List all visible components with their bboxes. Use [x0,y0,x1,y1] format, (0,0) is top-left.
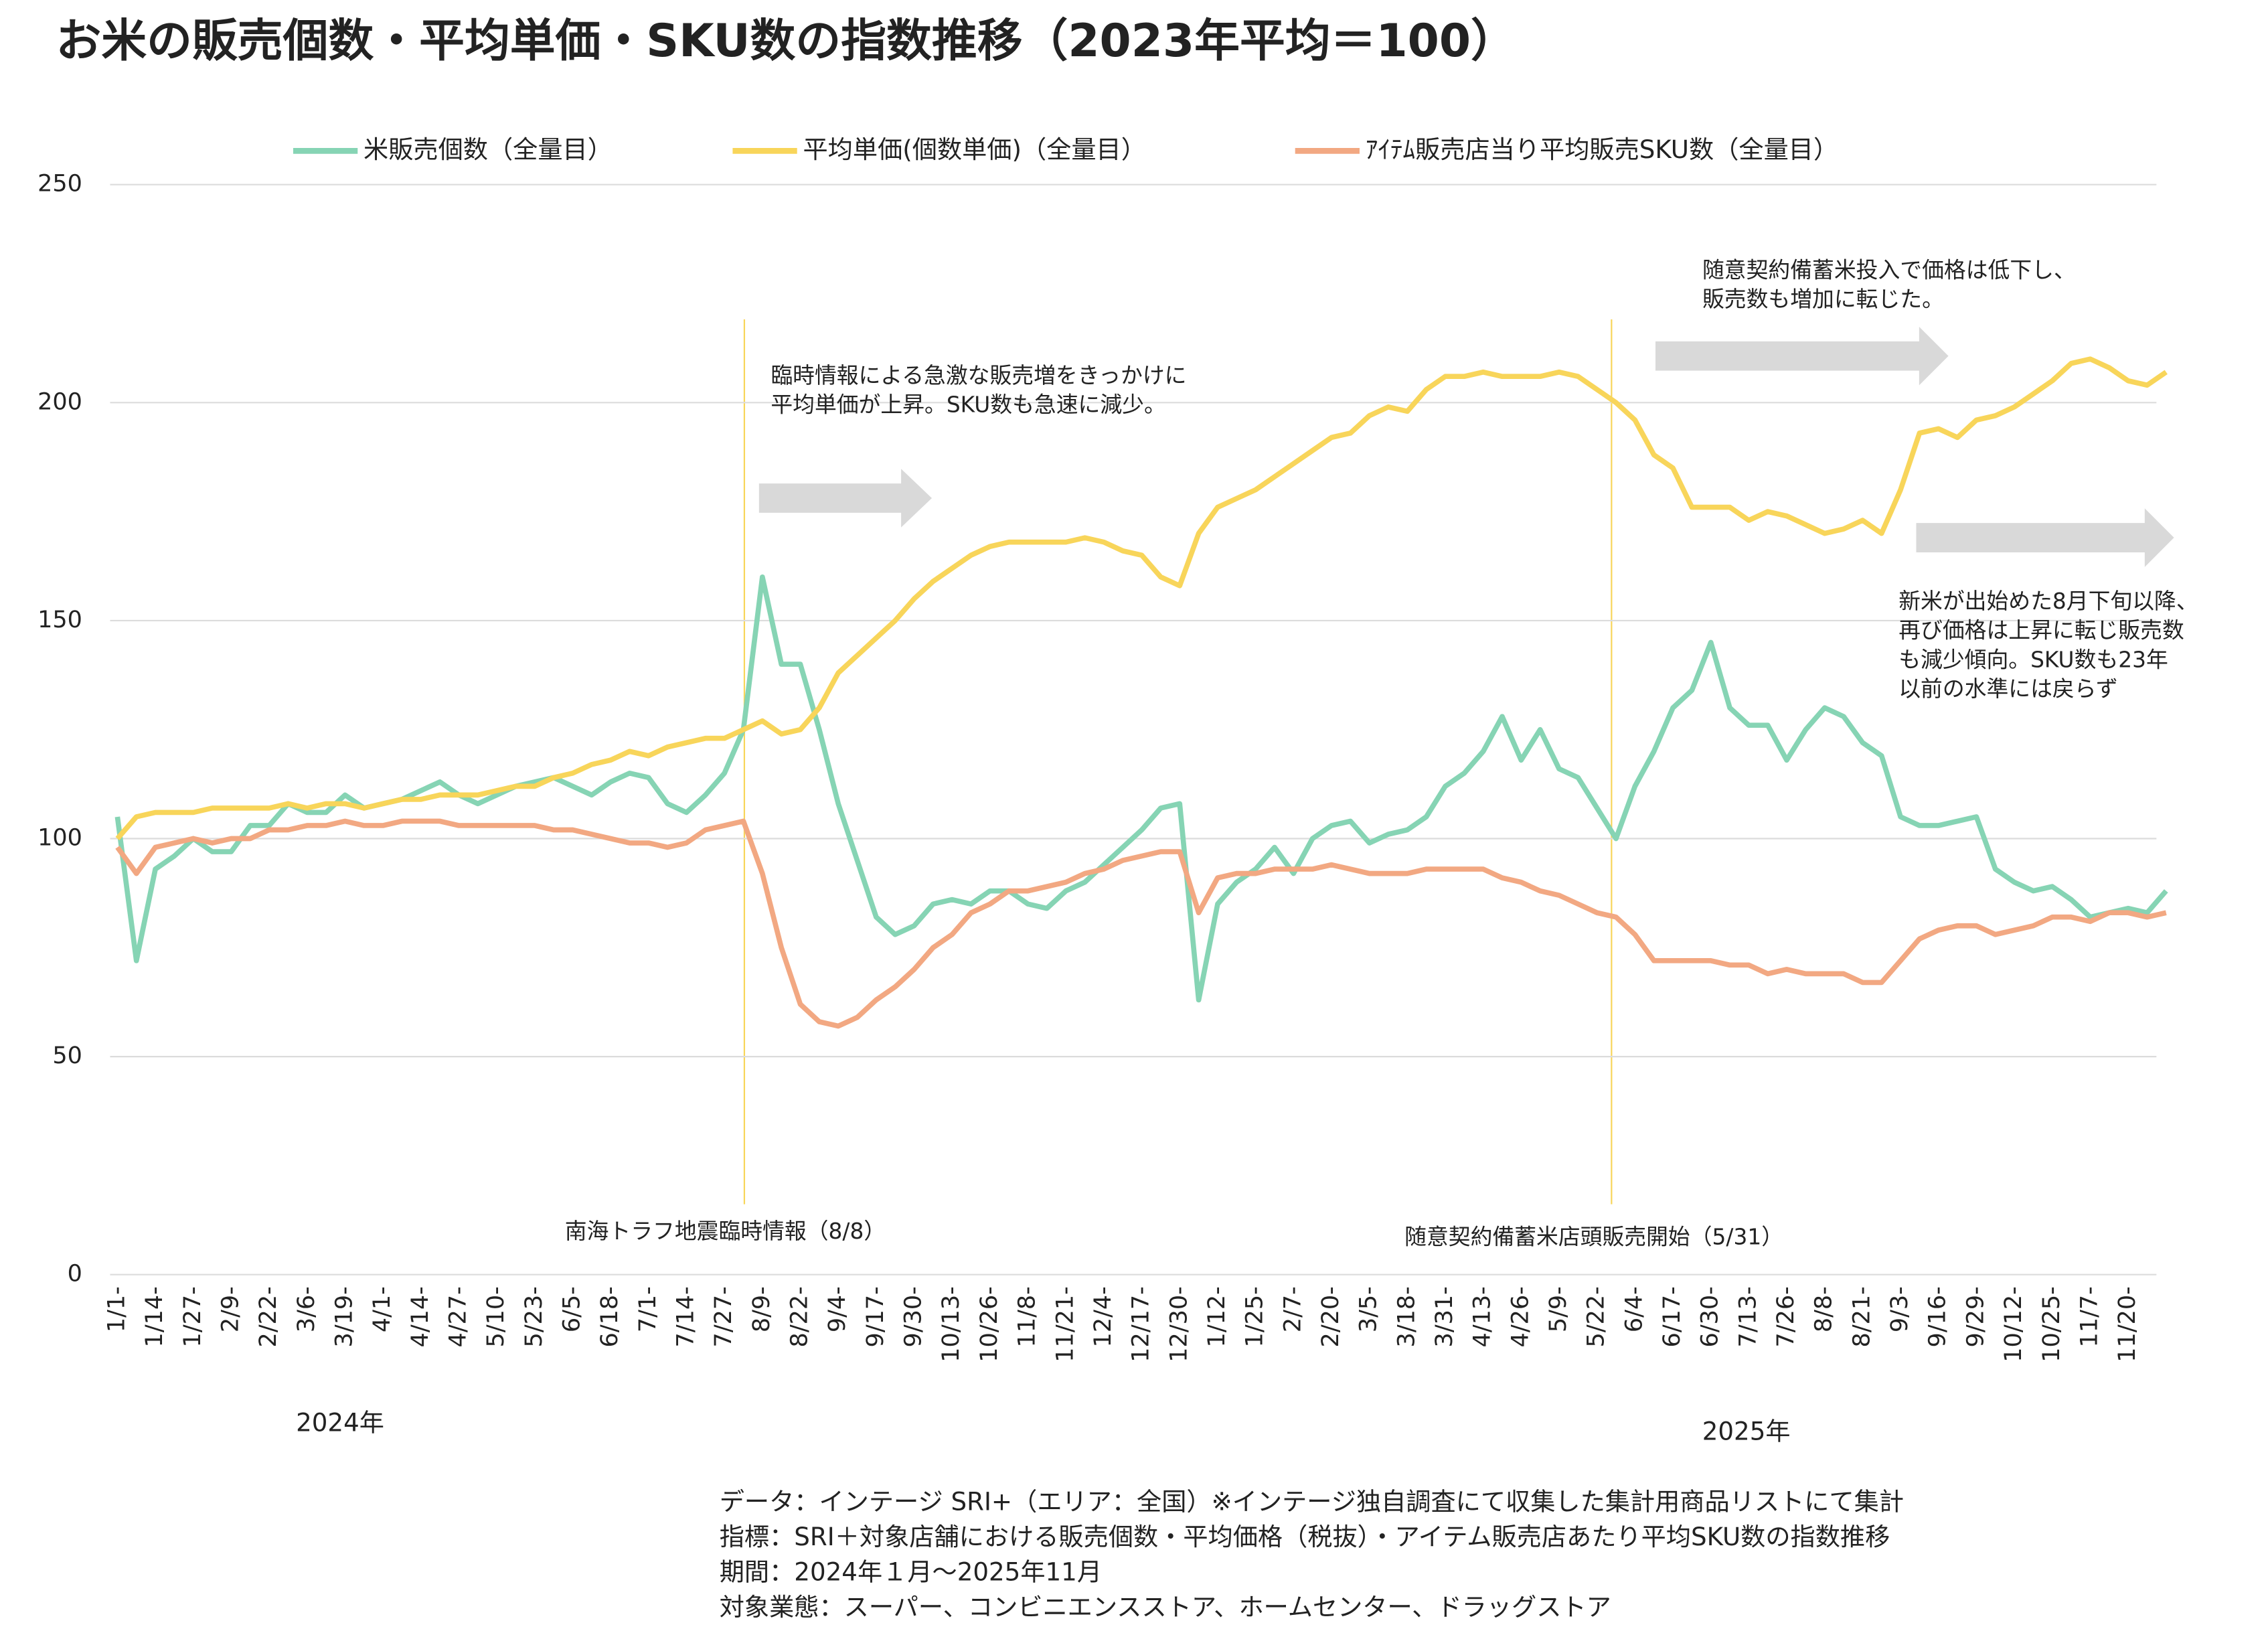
y-tick-label: 250 [37,171,82,198]
y-tick-label: 0 [68,1261,82,1288]
footnote: 期間：2024年１月～2025年11月 [720,1557,1102,1587]
x-tick-label: 8/21- [1848,1286,1875,1347]
x-tick-label: 8/9- [748,1286,775,1332]
x-tick-label: 12/17- [1128,1286,1155,1362]
x-tick-label: 3/5- [1356,1286,1382,1332]
x-tick-label: 11/7- [2076,1286,2103,1347]
x-group-label: 2024年 [296,1407,384,1437]
x-tick-label: 5/22- [1583,1286,1610,1347]
x-tick-label: 1/1- [103,1286,130,1332]
series-line [114,574,2168,1003]
legend-label: ｱｲﾃﾑ販売店当り平均販売SKU数（全量目） [1366,135,1838,164]
series-line [115,818,2167,1029]
x-tick-label: 2/7- [1279,1286,1306,1332]
annotation: も減少傾向。SKU数も23年 [1898,647,2168,672]
x-tick-label: 12/4- [1090,1286,1117,1347]
y-tick-label: 50 [52,1042,82,1069]
x-group-label: 2025年 [1702,1417,1791,1446]
x-tick-label: 6/17- [1659,1286,1686,1347]
x-tick-label: 6/18- [596,1286,623,1347]
x-tick-label: 5/23- [521,1286,548,1347]
x-tick-label: 1/25- [1242,1286,1269,1347]
x-tick-label: 9/30- [900,1286,927,1347]
x-tick-label: 7/14- [673,1286,700,1347]
x-tick-label: 4/13- [1469,1286,1496,1347]
x-tick-label: 3/18- [1393,1286,1420,1347]
y-tick-label: 200 [37,388,82,415]
x-tick-label: 6/5- [558,1286,585,1332]
y-tick-label: 150 [37,607,82,633]
x-tick-label: 12/30- [1165,1286,1192,1362]
legend-label: 米販売個数（全量目） [363,135,613,164]
x-tick-label: 1/12- [1204,1286,1230,1347]
x-tick-label: 5/9- [1545,1286,1572,1332]
footnote: 指標：SRI＋対象店舗における販売個数・平均価格（税抜）・アイテム販売店あたり平… [720,1522,1890,1551]
x-tick-label: 7/26- [1773,1286,1799,1347]
x-tick-label: 9/16- [1925,1286,1951,1347]
x-tick-label: 9/4- [824,1286,851,1332]
series-line [115,356,2168,841]
x-tick-label: 4/14- [407,1286,434,1347]
annotation: 以前の水準には戻らず [1898,676,2117,702]
annotation: 臨時情報による急激な販売増をきっかけに [771,363,1186,388]
arrow [758,469,933,528]
x-tick-label: 10/25- [2038,1286,2065,1362]
event-label: 南海トラフ地震臨時情報（8/8） [565,1219,886,1244]
annotation: 随意契約備蓄米投入で価格は低下し、 [1702,257,2076,283]
x-tick-label: 9/29- [1962,1286,1989,1347]
x-tick-label: 8/8- [1811,1286,1838,1332]
x-tick-label: 4/1- [369,1286,396,1332]
footnote: 対象業態：スーパー、コンビニエンスストア、ホームセンター、ドラッグストア [720,1592,1611,1622]
x-tick-label: 9/3- [1886,1286,1913,1332]
annotation: 再び価格は上昇に転じ販売数 [1898,618,2184,643]
x-tick-label: 10/13- [938,1286,965,1362]
x-tick-label: 4/27- [444,1286,471,1347]
x-tick-label: 1/14- [141,1286,168,1347]
event-label: 随意契約備蓄米店頭販売開始（5/31） [1404,1225,1783,1250]
x-tick-label: 2/22- [255,1286,282,1347]
x-tick-label: 7/1- [635,1286,661,1332]
x-tick-label: 8/22- [787,1286,813,1347]
x-tick-label: 11/21- [1052,1286,1078,1362]
x-tick-label: 9/17- [862,1286,889,1347]
x-tick-label: 6/30- [1697,1286,1724,1347]
x-tick-label: 3/6- [293,1286,320,1332]
x-tick-label: 7/27- [710,1286,737,1347]
x-tick-label: 3/31- [1431,1286,1458,1347]
arrow [1916,508,2174,567]
x-tick-label: 4/26- [1507,1286,1534,1347]
annotation: 新米が出始めた8月下旬以降、 [1898,589,2198,614]
chart-title: お米の販売個数・平均単価・SKU数の指数推移（2023年平均＝100） [56,14,1516,67]
x-tick-label: 2/9- [217,1286,244,1332]
x-tick-label: 5/10- [483,1286,509,1347]
annotation: 平均単価が上昇。SKU数も急速に減少。 [771,392,1165,418]
x-tick-label: 10/12- [2000,1286,2027,1362]
y-tick-label: 100 [37,825,82,852]
x-tick-label: 3/19- [331,1286,357,1347]
x-tick-label: 11/20- [2114,1286,2141,1362]
annotation: 販売数も増加に転じた。 [1702,287,1944,312]
arrow [1655,326,1949,386]
x-tick-label: 6/4- [1621,1286,1647,1332]
footnote: データ：インテージ SRI+（エリア：全国）※インテージ独自調査にて収集した集計… [720,1487,1904,1516]
x-tick-label: 1/27- [179,1286,206,1347]
x-tick-label: 7/13- [1734,1286,1761,1347]
legend-label: 平均単価(個数単価)（全量目） [803,135,1145,164]
x-tick-label: 10/26- [976,1286,1003,1362]
x-tick-label: 2/20- [1317,1286,1344,1347]
x-tick-label: 11/8- [1014,1286,1041,1347]
